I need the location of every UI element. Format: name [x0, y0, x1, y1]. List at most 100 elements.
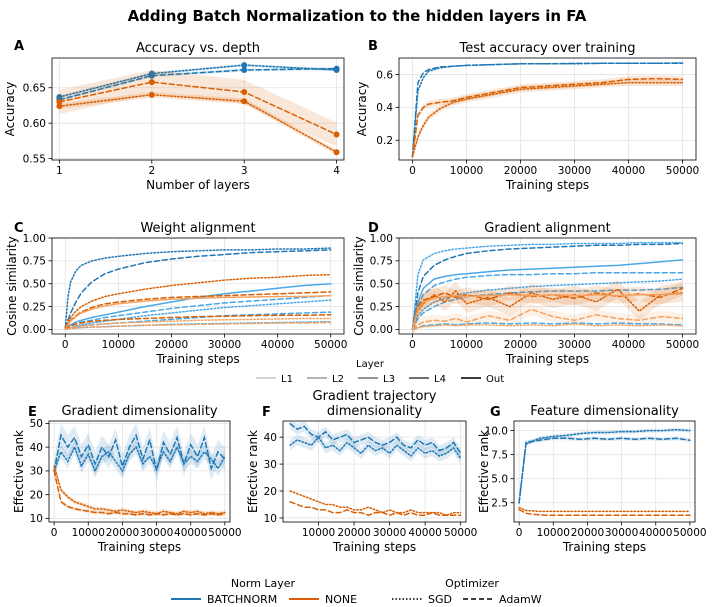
y-axis-label: Accuracy [355, 82, 369, 137]
panel-c: 0 10000 20000 30000 40000 50000 0.00 0.25 0.50 0.… [5, 221, 347, 366]
panel-title: dimensionality [327, 404, 423, 419]
panel-letter: A [14, 39, 24, 54]
x-tick-label: 30000 [558, 339, 591, 351]
figure-title: Adding Batch Normalization to the hidden… [128, 7, 587, 25]
plot-frame [51, 57, 345, 161]
series-line-11 [64, 317, 332, 331]
y-tick-label: 0.65 [23, 83, 46, 95]
x-tick-label: 10000 [537, 527, 570, 539]
plot-frame [51, 237, 345, 335]
series-band-7 [412, 280, 683, 334]
panel-title: Test accuracy over training [458, 41, 635, 56]
series-line-3 [58, 81, 338, 136]
point [56, 98, 63, 105]
y-tick-label: 50 [30, 418, 43, 430]
y-tick-label: 40 [264, 432, 277, 444]
panel-title: Feature dimensionality [530, 404, 679, 419]
y-tick-label: 20 [264, 486, 277, 498]
y-tick-label: 0.4 [376, 102, 393, 114]
x-tick-label: 4 [333, 165, 340, 177]
series-line-1 [411, 62, 684, 158]
series-line-12 [64, 321, 332, 331]
panel-a: 1 2 3 4 0.55 0.60 0.65 Number of layers Accuracy… [3, 39, 345, 192]
x-tick-label: 50000 [208, 527, 241, 539]
y-axis-label: Accuracy [3, 82, 17, 137]
point [148, 91, 155, 98]
series-line-2 [58, 94, 338, 153]
point [148, 72, 155, 79]
y-tick-label: 30 [30, 466, 43, 478]
series-line-1 [53, 445, 226, 473]
series-line-2 [53, 465, 226, 515]
norm-legend-label: BATCHNORM [207, 593, 277, 606]
x-tick-label: 3 [241, 165, 248, 177]
y-tick-label: 1.00 [23, 233, 46, 245]
series-line-5 [411, 286, 684, 331]
series-band-1 [59, 67, 337, 102]
series-line-3 [53, 470, 226, 516]
x-tick-label: 10000 [450, 339, 483, 351]
y-tick-label: 2.5 [491, 498, 508, 510]
panel-e: 0 10000 20000 30000 40000 50000 10 20 30 40 50 Trai… [12, 404, 242, 554]
series-line-3 [411, 271, 684, 331]
series-band-6 [412, 281, 683, 334]
series-line-10 [64, 314, 332, 331]
series-line-1 [58, 67, 338, 101]
series-group [518, 427, 691, 517]
x-tick-label: 40000 [612, 165, 645, 177]
x-tick-label: 10000 [450, 165, 483, 177]
series-band-3 [59, 70, 337, 147]
x-tick-label: 50000 [666, 339, 699, 351]
panel-letter: G [490, 405, 501, 420]
panel-letter: E [28, 405, 37, 420]
y-axis-label: Effective rank [246, 430, 260, 513]
x-tick-label: 40000 [408, 527, 441, 539]
norm-optimizer-legend: Norm Layer Optimizer BATCHNORM NONE SGD AdamW [171, 577, 542, 606]
y-tick-label: 0.00 [23, 324, 46, 336]
series-band-2 [59, 92, 337, 155]
series-line-2 [289, 490, 462, 517]
series-line-10 [411, 322, 684, 331]
x-tick-label: 40000 [261, 339, 294, 351]
point [333, 65, 340, 72]
x-tick-label: 50000 [444, 527, 477, 539]
panel-title: Weight alignment [140, 221, 255, 236]
y-tick-label: 10.0 [485, 425, 508, 437]
x-tick-label: 20000 [571, 527, 604, 539]
x-tick-label: 30000 [208, 339, 241, 351]
norm-legend-title: Norm Layer [231, 577, 296, 590]
x-tick-label: 50000 [314, 339, 347, 351]
point [241, 62, 248, 69]
y-tick-label: 20 [30, 489, 43, 501]
x-axis-label: Training steps [505, 352, 589, 366]
x-tick-label: 30000 [558, 165, 591, 177]
layer-legend-label: L1 [281, 374, 293, 385]
y-tick-label: 1.00 [370, 233, 393, 245]
series-band-0 [290, 421, 461, 459]
panel-letter: D [368, 221, 379, 236]
y-tick-label: 7.5 [491, 449, 508, 461]
y-tick-label: 0.50 [23, 279, 46, 291]
optimizer-legend-title: Optimizer [445, 577, 499, 590]
panel-b: 0 10000 20000 30000 40000 50000 0.2 0.4 0.6 Train… [355, 39, 699, 192]
plot-frame [48, 420, 231, 523]
y-tick-label: 0.25 [23, 301, 46, 313]
layer-legend: Layer L1 L2 L3 L4 Out [256, 359, 504, 385]
x-tick-label: 2 [148, 165, 155, 177]
series-group [56, 62, 340, 156]
y-tick-label: 0.55 [23, 153, 46, 165]
series-group [411, 241, 684, 334]
y-axis-label: Cosine similarity [5, 236, 19, 335]
series-line-0 [53, 433, 226, 472]
series-band-3 [412, 75, 683, 160]
series-line-6 [411, 287, 684, 331]
series-band-2 [412, 79, 683, 160]
series-band-1 [519, 436, 690, 505]
layer-legend-label: L4 [434, 374, 446, 385]
x-tick-label: 50000 [673, 527, 706, 539]
series-line-0 [518, 428, 691, 504]
y-axis-label: Cosine similarity [352, 236, 366, 335]
panel-d: 0 10000 20000 30000 40000 50000 0.00 0.25 0.50 0.… [352, 221, 699, 366]
y-tick-label: 30 [264, 459, 277, 471]
